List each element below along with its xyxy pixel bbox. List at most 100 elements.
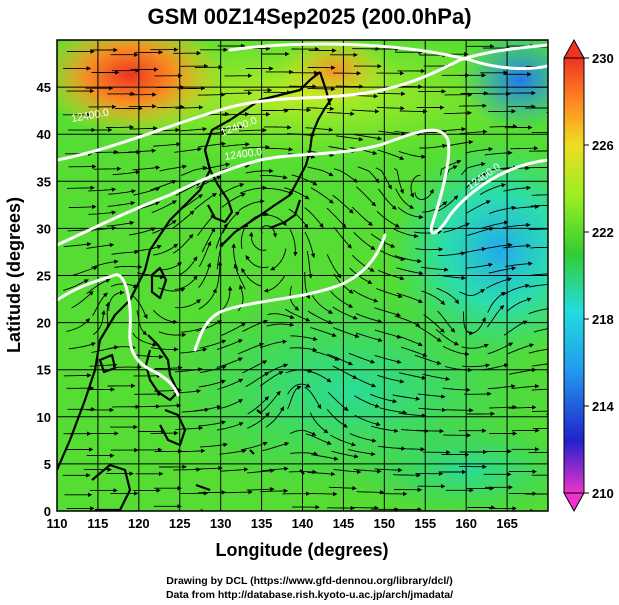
streamline-arrow bbox=[348, 448, 376, 457]
streamline-arrow bbox=[242, 144, 271, 150]
x-tick-label: 160 bbox=[455, 516, 477, 531]
streamline-arrow bbox=[238, 342, 265, 355]
streamline-arrow bbox=[263, 274, 286, 293]
streamline-arrow bbox=[327, 391, 349, 411]
height-contours bbox=[57, 42, 548, 397]
coastline-borneo bbox=[91, 463, 132, 511]
streamline-arrow bbox=[418, 326, 442, 342]
contour-ne bbox=[228, 42, 548, 70]
streamline-arrow bbox=[304, 386, 322, 410]
streamline-arrow bbox=[266, 188, 294, 195]
streamline-arrow bbox=[465, 262, 493, 269]
streamline-arrow bbox=[465, 172, 488, 189]
streamline-arrow bbox=[177, 448, 206, 454]
streamline-arrow bbox=[528, 308, 548, 315]
streamline-arrow bbox=[378, 188, 397, 210]
streamline-arrow bbox=[465, 200, 491, 214]
coastline-philippines bbox=[144, 334, 187, 447]
streamline-arrow bbox=[221, 192, 246, 208]
streamline-arrow bbox=[462, 363, 490, 368]
streamline-arrow bbox=[377, 149, 405, 160]
streamline-arrow bbox=[442, 345, 470, 357]
x-tick-label: 150 bbox=[373, 516, 395, 531]
streamline-arrow bbox=[374, 329, 402, 339]
streamline-arrow bbox=[222, 211, 240, 234]
streamline-arrow bbox=[66, 318, 91, 332]
y-tick-label: 35 bbox=[37, 174, 51, 189]
colorbar-tick-label: 214 bbox=[592, 399, 614, 414]
streamline-arrow bbox=[375, 167, 392, 190]
streamline-arrow bbox=[290, 335, 318, 342]
streamline-arrow bbox=[247, 396, 270, 415]
streamline-arrow bbox=[435, 329, 460, 346]
credit-data-source: Data from http://database.rish.kyoto-u.a… bbox=[165, 589, 454, 601]
streamline-arrow bbox=[376, 106, 405, 111]
streamline-arrow bbox=[199, 339, 227, 349]
streamline-arrow bbox=[335, 84, 364, 89]
streamline-arrow bbox=[531, 194, 548, 196]
streamline-arrow bbox=[198, 262, 212, 288]
streamline-arrow bbox=[194, 465, 223, 471]
colorbar-tick-label: 226 bbox=[592, 138, 614, 153]
streamline-arrow bbox=[259, 371, 284, 387]
colorbar-ticks: 230 226 222 218 214 210 bbox=[584, 51, 614, 501]
plot-frame bbox=[56, 39, 549, 512]
streamline-arrow bbox=[481, 220, 509, 229]
x-tick-label: 140 bbox=[292, 516, 314, 531]
streamline-arrow bbox=[193, 404, 222, 412]
y-tick-label: 40 bbox=[37, 127, 51, 142]
streamline-arrow bbox=[437, 310, 456, 333]
streamline-arrow bbox=[307, 471, 336, 477]
streamline-arrow bbox=[461, 162, 486, 176]
streamline-arrow bbox=[533, 328, 548, 333]
streamline-arrow bbox=[63, 279, 89, 291]
streamline-arrow bbox=[332, 306, 358, 320]
streamline-arrow bbox=[262, 441, 290, 452]
streamline-arrow bbox=[333, 327, 360, 338]
coastline-asia-mainland bbox=[57, 71, 321, 471]
streamline-arrow bbox=[132, 295, 148, 319]
x-tick-label: 125 bbox=[169, 516, 191, 531]
coastline-taiwan bbox=[150, 266, 168, 300]
streamline-arrow bbox=[247, 468, 275, 474]
streamline-arrow bbox=[63, 242, 92, 247]
streamline-arrow bbox=[260, 488, 289, 494]
streamline-arrow bbox=[93, 310, 106, 335]
streamline-arrow bbox=[106, 220, 135, 227]
streamline-arrow bbox=[242, 360, 268, 374]
streamline-arrow bbox=[177, 256, 198, 277]
streamline-arrow bbox=[180, 165, 208, 176]
streamline-arrow bbox=[438, 126, 467, 132]
streamline-arrow bbox=[355, 186, 377, 207]
contour-south bbox=[57, 233, 387, 397]
streamline-arrow bbox=[158, 331, 187, 338]
streamline-arrow bbox=[263, 125, 292, 130]
streamline-arrow bbox=[503, 243, 531, 249]
streamline-arrow bbox=[418, 407, 447, 413]
streamline-arrow bbox=[333, 227, 352, 249]
y-tick-label: 25 bbox=[37, 269, 51, 284]
x-tick-label: 165 bbox=[496, 516, 518, 531]
streamline-arrow bbox=[246, 486, 275, 492]
streamline-arrow bbox=[132, 165, 161, 171]
streamline-arrow bbox=[529, 246, 548, 249]
streamline-arrow bbox=[508, 405, 537, 410]
streamline-arrow bbox=[488, 266, 517, 274]
streamline-arrow bbox=[128, 148, 157, 153]
streamline-arrow bbox=[414, 354, 442, 366]
streamline-arrow bbox=[351, 254, 375, 272]
streamline-arrow bbox=[159, 164, 187, 172]
streamline-arrow bbox=[259, 174, 288, 180]
streamline-arrow bbox=[217, 378, 244, 390]
streamline-arrow bbox=[107, 201, 136, 207]
streamline-arrow bbox=[199, 241, 212, 267]
colorbar-tick-label: 210 bbox=[592, 486, 614, 501]
x-tick-label: 155 bbox=[414, 516, 436, 531]
credit-drawing: Drawing by DCL (https://www.gfd-dennou.o… bbox=[166, 575, 453, 587]
streamline-arrow bbox=[442, 387, 471, 393]
streamline-arrow bbox=[136, 310, 148, 336]
streamline-arrow bbox=[151, 200, 177, 214]
colorbar: 230 226 222 218 214 210 bbox=[563, 38, 614, 513]
streamline-arrow bbox=[351, 206, 373, 226]
